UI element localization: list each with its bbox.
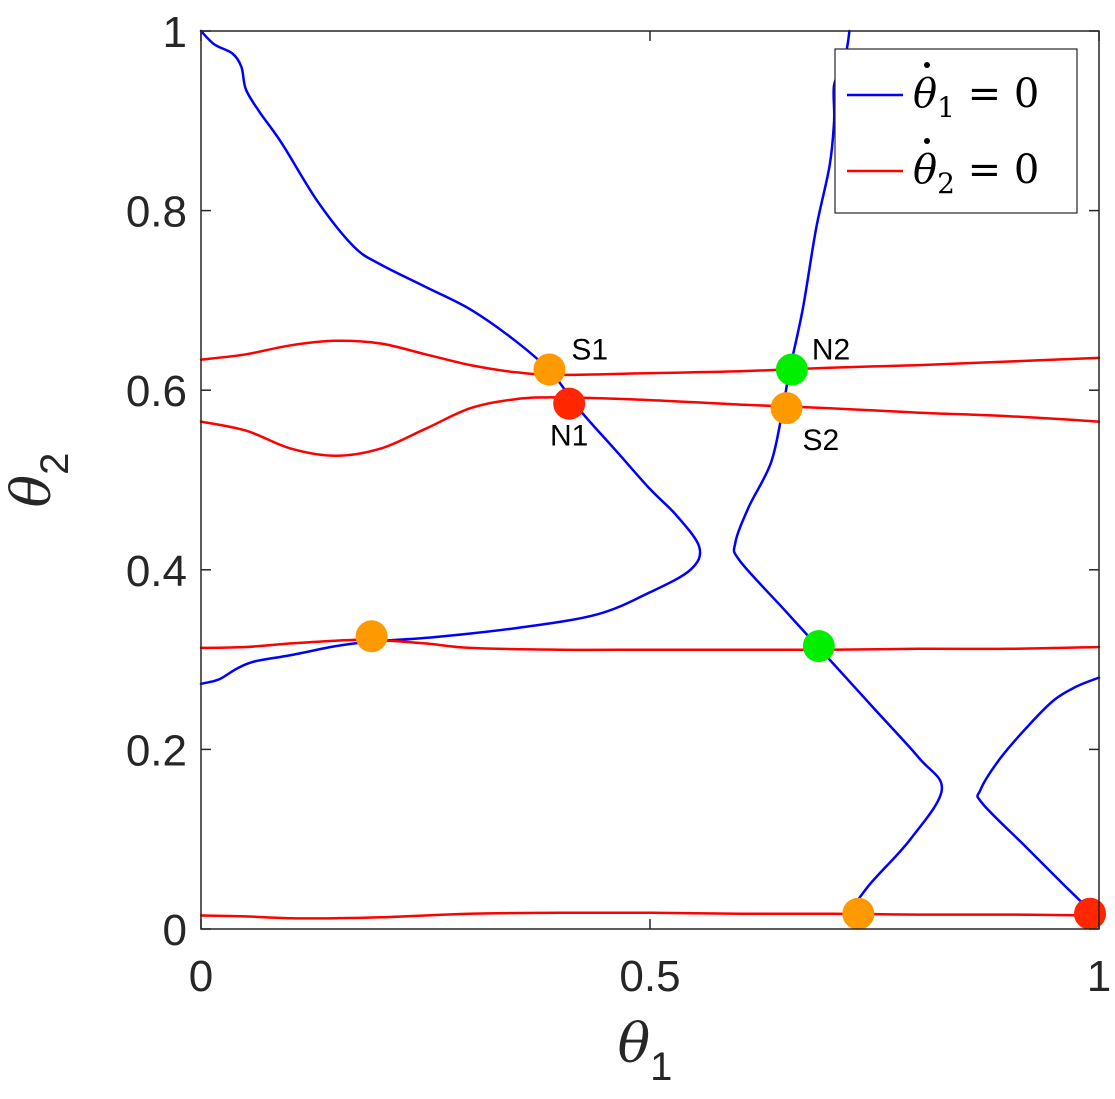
legend-entry-theta2: θ2 = 0 [847,138,1039,200]
legend-dot-icon [924,62,930,68]
point-label-S2: S2 [802,424,839,457]
point-label-N2: N2 [812,334,850,367]
nullcline-series-4 [199,396,1101,458]
nullcline-series-0 [199,29,702,686]
x-tick-label: 0 [189,952,213,1001]
point-label-S1: S1 [571,334,608,367]
equilibrium-point-4 [355,620,388,653]
x-tick-label: 1 [1087,952,1111,1001]
nullcline-series-5 [199,638,1101,652]
legend-label-theta1: θ1 = 0 [913,71,1039,124]
legend-label-theta2: θ2 = 0 [913,147,1039,200]
x-tick-label: 0.5 [619,952,680,1001]
legend-dot-icon [924,138,930,144]
tick-layer: 0 0.5 1 0 0.2 0.4 0.6 0.8 1 [126,8,1111,1001]
nullcline-series-1 [732,29,944,916]
legend-box [834,48,1078,214]
nullcline-series-3 [199,339,1101,377]
nullcline-series-6 [199,911,1101,920]
series-layer [199,29,1101,920]
point-label-N1: N1 [550,420,588,453]
equilibrium-point-7 [1074,897,1107,930]
equilibrium-point-N2 [775,353,808,386]
equilibrium-point-S2 [770,392,803,425]
equilibrium-point-S1 [533,353,566,386]
y-tick-label: 0.6 [126,367,187,416]
y-tick-label: 0.4 [126,547,187,596]
legend-entry-theta1: θ1 = 0 [847,62,1039,124]
equilibrium-point-6 [842,897,875,930]
equilibrium-point-N1 [553,387,586,420]
y-tick-label: 0.2 [126,726,187,775]
y-tick-label: 0 [163,906,187,955]
legend: θ1 = 0 θ2 = 0 [834,48,1078,214]
y-tick-label: 1 [163,8,187,57]
equilibrium-point-5 [802,630,835,663]
marker-layer: S1 N1 N2 S2 [355,334,1107,930]
y-axis-label: θ2 [0,453,77,508]
y-tick-label: 0.8 [126,188,187,237]
nullcline-series-2 [976,676,1101,916]
x-axis-label: θ1 [618,1012,673,1089]
